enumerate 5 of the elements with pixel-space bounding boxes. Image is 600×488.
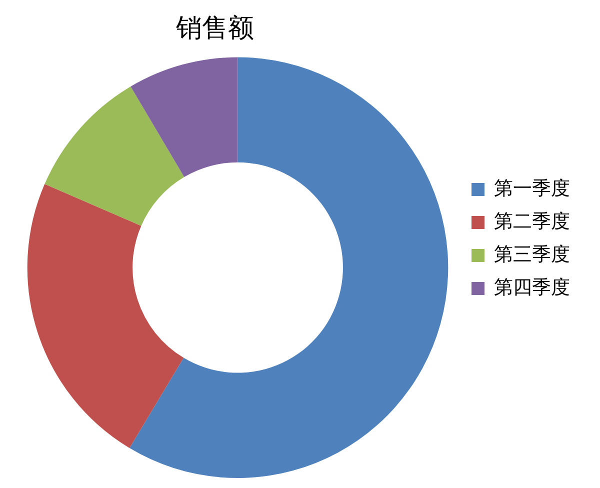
- legend-label: 第四季度: [494, 276, 570, 298]
- legend-label: 第三季度: [494, 243, 570, 266]
- legend-label: 第二季度: [494, 210, 570, 232]
- chart-title: 销售额: [175, 13, 254, 44]
- legend-label: 第一季度: [494, 177, 570, 200]
